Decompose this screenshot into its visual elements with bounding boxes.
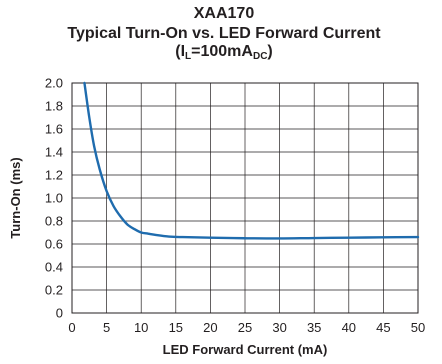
grid bbox=[71, 82, 419, 314]
x-tick-label: 5 bbox=[103, 320, 110, 335]
x-tick-label: 10 bbox=[134, 320, 148, 335]
x-tick-label: 35 bbox=[307, 320, 321, 335]
condition-prefix: (I bbox=[175, 43, 186, 60]
condition-sub-l: L bbox=[185, 51, 192, 62]
y-tick-label: 1.6 bbox=[45, 122, 63, 137]
x-tick-label: 30 bbox=[272, 320, 286, 335]
x-tick-labels: 0 5 10 15 20 25 30 35 40 45 50 bbox=[68, 320, 425, 335]
chart-title: XAA170 bbox=[193, 5, 255, 22]
x-axis-label: LED Forward Current (mA) bbox=[163, 342, 328, 357]
x-tick-label: 15 bbox=[169, 320, 183, 335]
x-tick-label: 50 bbox=[411, 320, 425, 335]
y-tick-label: 0 bbox=[56, 306, 63, 321]
condition-mid: =100mA bbox=[191, 43, 253, 60]
x-tick-label: 0 bbox=[68, 320, 75, 335]
y-tick-label: 0.2 bbox=[45, 283, 63, 298]
condition-suffix: ) bbox=[267, 43, 273, 60]
y-tick-label: 0.8 bbox=[45, 214, 63, 229]
chart-subtitle: Typical Turn-On vs. LED Forward Current bbox=[67, 25, 381, 42]
series-line bbox=[83, 81, 420, 240]
y-axis-label: Turn-On (ms) bbox=[8, 157, 23, 238]
x-tick-label: 20 bbox=[203, 320, 217, 335]
y-tick-label: 1.0 bbox=[45, 191, 63, 206]
y-tick-labels: 0 0.2 0.4 0.6 0.8 1.0 1.2 1.4 1.6 1.8 2.0 bbox=[45, 76, 63, 321]
y-tick-label: 1.4 bbox=[45, 145, 63, 160]
chart-condition: (IL=100mADC) bbox=[24, 42, 424, 66]
x-tick-label: 45 bbox=[376, 320, 390, 335]
y-tick-label: 1.2 bbox=[45, 168, 63, 183]
y-tick-label: 0.4 bbox=[45, 260, 63, 275]
plot-frame bbox=[71, 82, 419, 314]
x-tick-label: 40 bbox=[342, 320, 356, 335]
x-tick-label: 25 bbox=[238, 320, 252, 335]
y-tick-label: 2.0 bbox=[45, 76, 63, 91]
y-tick-label: 1.8 bbox=[45, 99, 63, 114]
y-tick-label: 0.6 bbox=[45, 237, 63, 252]
condition-sub-dc: DC bbox=[252, 51, 268, 62]
